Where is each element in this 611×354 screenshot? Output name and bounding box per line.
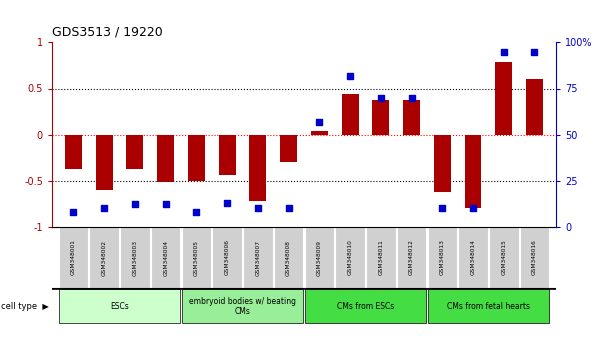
Bar	[372, 101, 389, 135]
Bar	[311, 131, 327, 135]
Bar	[151, 227, 180, 288]
Text: cell type  ▶: cell type ▶	[1, 302, 48, 311]
Bar	[496, 62, 512, 135]
Bar	[464, 135, 481, 208]
Text: embryoid bodies w/ beating
CMs: embryoid bodies w/ beating CMs	[189, 297, 296, 316]
Bar	[219, 135, 236, 175]
Bar	[65, 135, 82, 170]
Text: CMs from ESCs: CMs from ESCs	[337, 302, 394, 311]
Bar	[526, 79, 543, 135]
Bar	[434, 135, 451, 192]
Bar	[59, 289, 180, 323]
Bar	[428, 289, 549, 323]
Point	[100, 205, 109, 211]
Bar	[96, 135, 112, 190]
Point	[161, 202, 170, 207]
Bar	[342, 94, 359, 135]
Point	[315, 119, 324, 125]
Point	[499, 49, 508, 55]
Bar	[157, 135, 174, 182]
Bar	[366, 227, 395, 288]
Bar	[243, 227, 273, 288]
Bar	[188, 135, 205, 181]
Text: CMs from fetal hearts: CMs from fetal hearts	[447, 302, 530, 311]
Bar	[181, 227, 211, 288]
Text: GSM348001: GSM348001	[71, 240, 76, 275]
Text: GSM348007: GSM348007	[255, 240, 260, 275]
Point	[345, 73, 355, 79]
Bar	[428, 227, 457, 288]
Text: GSM348013: GSM348013	[440, 240, 445, 275]
Bar	[249, 135, 266, 201]
Bar	[274, 227, 303, 288]
Text: GSM348012: GSM348012	[409, 240, 414, 275]
Bar	[335, 227, 365, 288]
Bar	[397, 227, 426, 288]
Text: GSM348010: GSM348010	[348, 240, 353, 275]
Text: GSM348011: GSM348011	[378, 240, 383, 275]
Bar	[489, 227, 519, 288]
Bar	[305, 227, 334, 288]
Bar	[280, 135, 297, 162]
Point	[191, 209, 201, 215]
Text: GSM348004: GSM348004	[163, 240, 168, 275]
Text: ESCs: ESCs	[110, 302, 129, 311]
Text: GDS3513 / 19220: GDS3513 / 19220	[52, 26, 163, 39]
Point	[284, 205, 293, 211]
Point	[68, 209, 78, 215]
Text: GSM348014: GSM348014	[470, 240, 475, 275]
Bar	[305, 289, 426, 323]
Text: GSM348006: GSM348006	[225, 240, 230, 275]
Bar	[59, 227, 88, 288]
Point	[437, 205, 447, 211]
Bar	[458, 227, 488, 288]
Text: GSM348005: GSM348005	[194, 240, 199, 275]
Text: GSM348008: GSM348008	[286, 240, 291, 275]
Text: GSM348009: GSM348009	[317, 240, 322, 275]
Point	[376, 95, 386, 101]
Bar	[126, 135, 144, 170]
Point	[253, 205, 263, 211]
Bar	[213, 227, 242, 288]
Text: GSM348016: GSM348016	[532, 240, 537, 275]
Bar	[520, 227, 549, 288]
Point	[407, 95, 417, 101]
Point	[530, 49, 540, 55]
Bar	[89, 227, 119, 288]
Text: GSM348015: GSM348015	[501, 240, 507, 275]
Point	[130, 202, 140, 207]
Bar	[120, 227, 150, 288]
Point	[468, 205, 478, 211]
Text: GSM348003: GSM348003	[133, 240, 137, 275]
Bar	[181, 289, 303, 323]
Point	[222, 200, 232, 205]
Bar	[403, 101, 420, 135]
Text: GSM348002: GSM348002	[101, 240, 107, 275]
